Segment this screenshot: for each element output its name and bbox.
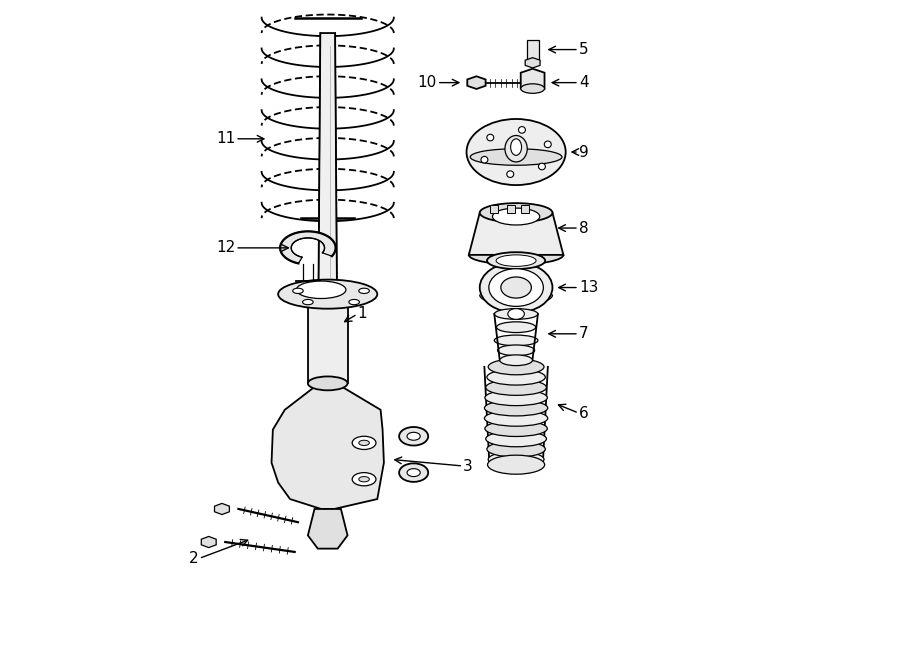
Polygon shape <box>526 40 538 63</box>
Ellipse shape <box>292 288 303 293</box>
Ellipse shape <box>505 136 527 162</box>
Ellipse shape <box>359 477 369 482</box>
Ellipse shape <box>399 463 428 482</box>
Polygon shape <box>280 231 336 263</box>
Ellipse shape <box>466 119 566 185</box>
Ellipse shape <box>544 141 551 147</box>
Ellipse shape <box>488 451 544 467</box>
Ellipse shape <box>359 440 369 446</box>
Ellipse shape <box>518 127 526 134</box>
Polygon shape <box>272 383 384 509</box>
Ellipse shape <box>352 436 376 449</box>
Polygon shape <box>308 509 347 549</box>
Ellipse shape <box>487 134 494 141</box>
Ellipse shape <box>308 284 347 297</box>
Text: 10: 10 <box>418 75 436 90</box>
Ellipse shape <box>500 277 531 298</box>
Ellipse shape <box>484 400 548 416</box>
Ellipse shape <box>486 431 546 447</box>
Ellipse shape <box>484 410 548 426</box>
Ellipse shape <box>510 139 522 155</box>
Ellipse shape <box>488 359 544 375</box>
Ellipse shape <box>480 203 553 222</box>
Ellipse shape <box>481 157 488 163</box>
Ellipse shape <box>470 149 562 165</box>
Ellipse shape <box>494 335 538 346</box>
Ellipse shape <box>302 299 313 305</box>
Polygon shape <box>526 58 540 68</box>
Text: 6: 6 <box>579 406 589 420</box>
Text: 3: 3 <box>464 459 473 473</box>
Text: 4: 4 <box>579 75 589 90</box>
Polygon shape <box>469 213 563 255</box>
Ellipse shape <box>508 309 525 319</box>
Text: 11: 11 <box>216 132 235 146</box>
Ellipse shape <box>480 262 553 313</box>
Text: 7: 7 <box>579 327 589 341</box>
Ellipse shape <box>349 299 359 305</box>
Ellipse shape <box>489 268 544 307</box>
Polygon shape <box>308 291 347 383</box>
Ellipse shape <box>486 379 546 395</box>
Polygon shape <box>491 205 499 214</box>
Ellipse shape <box>507 171 514 177</box>
Ellipse shape <box>308 377 347 390</box>
Ellipse shape <box>407 469 420 477</box>
Ellipse shape <box>407 432 420 440</box>
Text: 9: 9 <box>579 145 589 159</box>
Ellipse shape <box>488 455 544 474</box>
Ellipse shape <box>359 288 369 293</box>
Text: 12: 12 <box>216 241 235 255</box>
Text: 1: 1 <box>357 307 367 321</box>
Ellipse shape <box>469 245 563 264</box>
Ellipse shape <box>278 280 377 309</box>
Ellipse shape <box>399 427 428 446</box>
Ellipse shape <box>487 441 545 457</box>
Text: 8: 8 <box>579 221 589 235</box>
Ellipse shape <box>487 253 545 269</box>
Polygon shape <box>319 33 337 291</box>
Text: 2: 2 <box>189 551 199 566</box>
Text: 13: 13 <box>579 280 599 295</box>
Ellipse shape <box>296 281 346 299</box>
Ellipse shape <box>500 355 533 366</box>
Ellipse shape <box>538 163 545 170</box>
Polygon shape <box>521 69 544 89</box>
Ellipse shape <box>487 369 545 385</box>
Text: 5: 5 <box>579 42 589 57</box>
Ellipse shape <box>494 309 538 319</box>
Ellipse shape <box>497 322 536 332</box>
Ellipse shape <box>498 345 535 356</box>
Polygon shape <box>507 205 515 214</box>
Polygon shape <box>467 76 486 89</box>
Ellipse shape <box>352 473 376 486</box>
Ellipse shape <box>485 390 547 406</box>
Ellipse shape <box>492 208 540 225</box>
Ellipse shape <box>496 255 536 266</box>
Polygon shape <box>214 504 230 514</box>
Polygon shape <box>521 205 529 214</box>
Ellipse shape <box>485 420 547 436</box>
Ellipse shape <box>521 84 544 93</box>
Polygon shape <box>202 537 216 547</box>
